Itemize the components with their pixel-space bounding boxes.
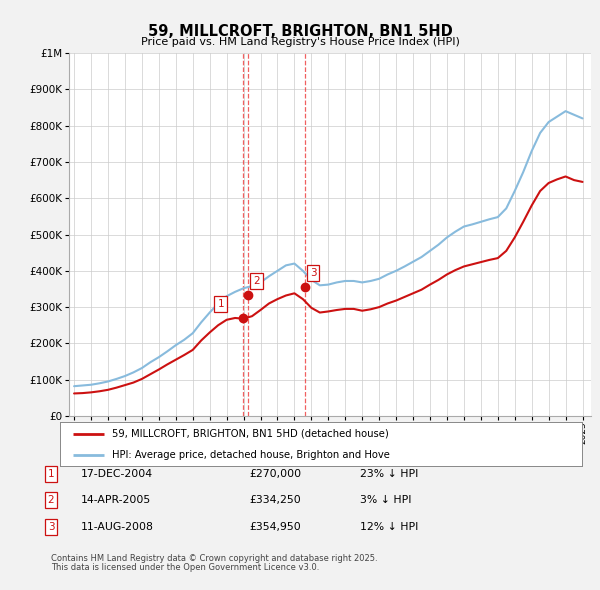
Text: 1: 1 [47, 469, 55, 478]
Text: 3: 3 [47, 522, 55, 532]
Text: 17-DEC-2004: 17-DEC-2004 [81, 469, 153, 478]
Text: Price paid vs. HM Land Registry's House Price Index (HPI): Price paid vs. HM Land Registry's House … [140, 37, 460, 47]
Text: £354,950: £354,950 [249, 522, 301, 532]
Text: £270,000: £270,000 [249, 469, 301, 478]
Text: 3% ↓ HPI: 3% ↓ HPI [360, 496, 412, 505]
Text: 59, MILLCROFT, BRIGHTON, BN1 5HD: 59, MILLCROFT, BRIGHTON, BN1 5HD [148, 24, 452, 38]
Text: 11-AUG-2008: 11-AUG-2008 [81, 522, 154, 532]
Text: £334,250: £334,250 [249, 496, 301, 505]
Text: 59, MILLCROFT, BRIGHTON, BN1 5HD (detached house): 59, MILLCROFT, BRIGHTON, BN1 5HD (detach… [112, 429, 389, 439]
Text: 23% ↓ HPI: 23% ↓ HPI [360, 469, 418, 478]
Text: This data is licensed under the Open Government Licence v3.0.: This data is licensed under the Open Gov… [51, 563, 319, 572]
Text: 14-APR-2005: 14-APR-2005 [81, 496, 151, 505]
Text: 12% ↓ HPI: 12% ↓ HPI [360, 522, 418, 532]
Text: HPI: Average price, detached house, Brighton and Hove: HPI: Average price, detached house, Brig… [112, 450, 390, 460]
Text: 2: 2 [253, 276, 260, 286]
Text: 3: 3 [310, 268, 316, 278]
Text: Contains HM Land Registry data © Crown copyright and database right 2025.: Contains HM Land Registry data © Crown c… [51, 554, 377, 563]
Text: 1: 1 [217, 299, 224, 309]
Text: 2: 2 [47, 496, 55, 505]
